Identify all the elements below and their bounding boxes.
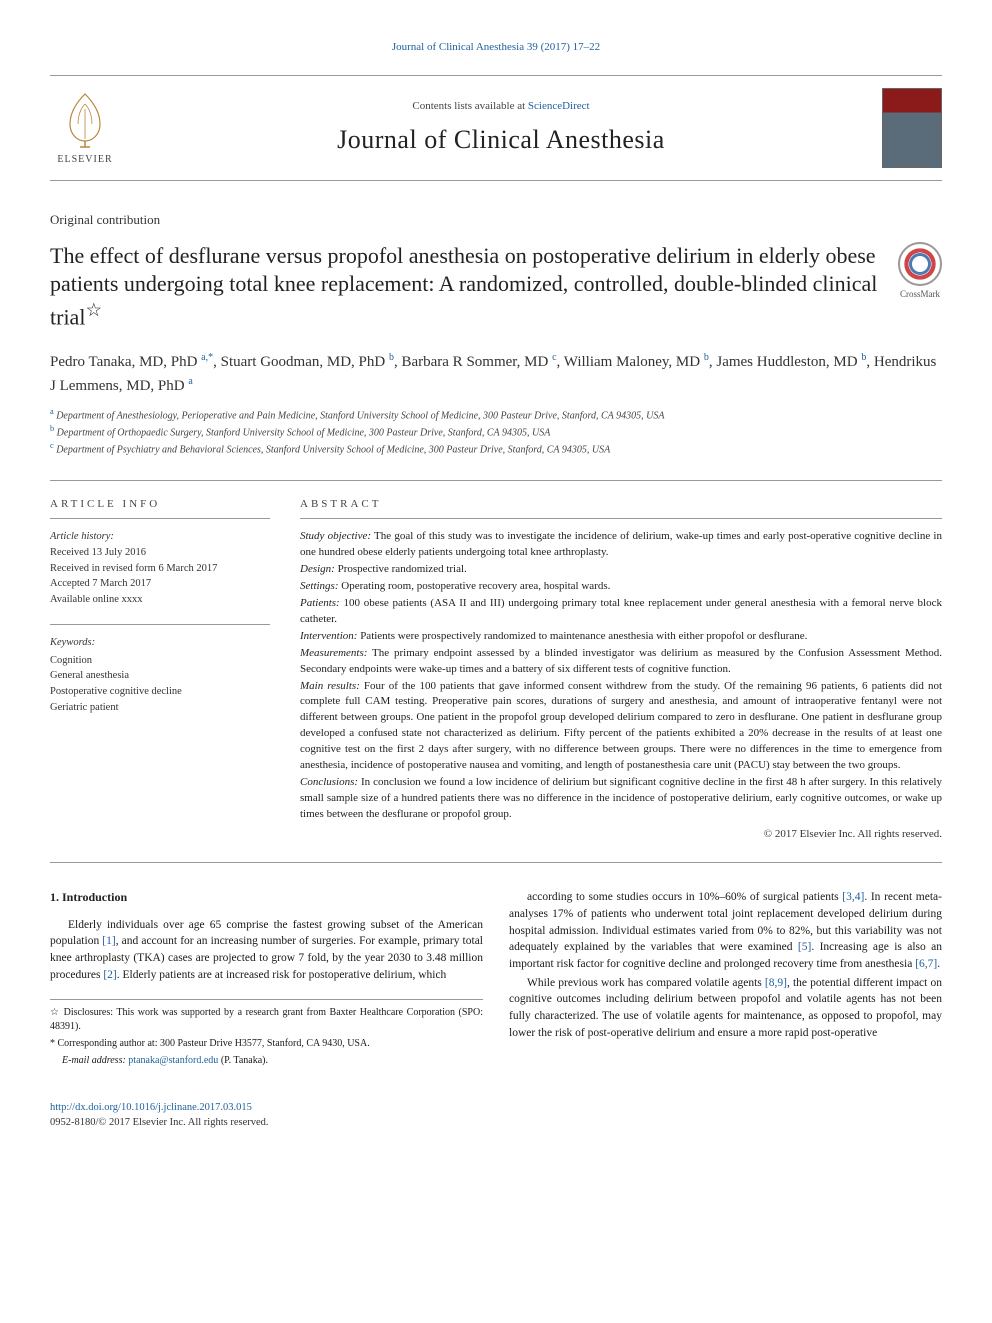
keyword: Cognition: [50, 653, 270, 669]
journal-header: ELSEVIER Contents lists available at Sci…: [50, 75, 942, 181]
abstract-item: Study objective: The goal of this study …: [300, 529, 942, 561]
abstract-label: abstract: [300, 497, 942, 519]
affiliations: a Department of Anesthesiology, Perioper…: [50, 406, 942, 458]
disclosure-footnote: ☆ Disclosures: This work was supported b…: [50, 1006, 483, 1034]
abstract-item: Settings: Operating room, postoperative …: [300, 579, 942, 595]
divider: [50, 862, 942, 863]
journal-center: Contents lists available at ScienceDirec…: [120, 99, 882, 159]
title-text: The effect of desflurane versus propofol…: [50, 243, 877, 330]
sciencedirect-link[interactable]: ScienceDirect: [528, 100, 590, 112]
keyword: Postoperative cognitive decline: [50, 684, 270, 700]
body-text: .: [937, 958, 940, 970]
corresponding-footnote: * Corresponding author at: 300 Pasteur D…: [50, 1037, 483, 1051]
author: Stuart Goodman, MD, PhD b: [221, 354, 394, 370]
contents-line: Contents lists available at ScienceDirec…: [120, 99, 882, 114]
crossmark-icon: [898, 242, 942, 286]
abstract-item: Patients: 100 obese patients (ASA II and…: [300, 596, 942, 628]
article-title: The effect of desflurane versus propofol…: [50, 242, 886, 332]
doi-link[interactable]: http://dx.doi.org/10.1016/j.jclinane.201…: [50, 1102, 252, 1113]
abstract-column: abstract Study objective: The goal of th…: [300, 497, 942, 843]
history-label: Article history:: [50, 529, 270, 545]
received-date: Received 13 July 2016: [50, 545, 270, 561]
ref-link-1[interactable]: [1]: [102, 935, 115, 947]
revised-date: Received in revised form 6 March 2017: [50, 561, 270, 577]
online-date: Available online xxxx: [50, 592, 270, 608]
keywords-label: Keywords:: [50, 635, 270, 651]
intro-p1: Elderly individuals over age 65 comprise…: [50, 917, 483, 984]
ref-link-5[interactable]: [5]: [798, 941, 811, 953]
author: Barbara R Sommer, MD c: [401, 354, 556, 370]
abstract-item: Intervention: Patients were prospectivel…: [300, 629, 942, 645]
article-info-label: article info: [50, 497, 270, 519]
affiliation: a Department of Anesthesiology, Perioper…: [50, 406, 942, 423]
journal-name: Journal of Clinical Anesthesia: [120, 122, 882, 158]
affiliation: c Department of Psychiatry and Behaviora…: [50, 440, 942, 457]
intro-p2: according to some studies occurs in 10%–…: [509, 889, 942, 972]
affiliation: b Department of Orthopaedic Surgery, Sta…: [50, 423, 942, 440]
issn-copyright: 0952-8180/© 2017 Elsevier Inc. All right…: [50, 1117, 269, 1128]
abstract-item: Main results: Four of the 100 patients t…: [300, 679, 942, 775]
crossmark-label: CrossMark: [900, 288, 940, 301]
contents-text: Contents lists available at: [412, 100, 527, 112]
intro-p3: While previous work has compared volatil…: [509, 975, 942, 1042]
keyword: Geriatric patient: [50, 700, 270, 716]
accepted-date: Accepted 7 March 2017: [50, 576, 270, 592]
ref-link-67[interactable]: [6,7]: [915, 958, 937, 970]
crossmark-badge[interactable]: CrossMark: [898, 242, 942, 301]
email-link[interactable]: ptanaka@stanford.edu: [128, 1055, 218, 1066]
keywords-list: CognitionGeneral anesthesiaPostoperative…: [50, 653, 270, 716]
elsevier-text: ELSEVIER: [57, 153, 112, 167]
keyword: General anesthesia: [50, 668, 270, 684]
authors-list: Pedro Tanaka, MD, PhD a,*, Stuart Goodma…: [50, 350, 942, 398]
copyright: © 2017 Elsevier Inc. All rights reserved…: [300, 827, 942, 842]
citation-link[interactable]: Journal of Clinical Anesthesia 39 (2017)…: [392, 41, 600, 53]
author: Pedro Tanaka, MD, PhD a,*: [50, 354, 213, 370]
author: James Huddleston, MD b: [716, 354, 866, 370]
ref-link-34[interactable]: [3,4]: [842, 891, 864, 903]
article-info-column: article info Article history: Received 1…: [50, 497, 270, 843]
citation-header: Journal of Clinical Anesthesia 39 (2017)…: [50, 40, 942, 55]
body-text: While previous work has compared volatil…: [527, 977, 765, 989]
footnote-block: ☆ Disclosures: This work was supported b…: [50, 999, 483, 1068]
body-text: . Elderly patients are at increased risk…: [117, 969, 447, 981]
article-type: Original contribution: [50, 211, 942, 229]
journal-cover-thumbnail: [882, 88, 942, 168]
elsevier-tree-icon: [60, 89, 110, 149]
email-footnote: E-mail address: ptanaka@stanford.edu (P.…: [50, 1054, 483, 1068]
ref-link-2[interactable]: [2]: [103, 969, 116, 981]
body-text: according to some studies occurs in 10%–…: [527, 891, 842, 903]
ref-link-89[interactable]: [8,9]: [765, 977, 787, 989]
title-footnote-marker: ☆: [85, 300, 101, 320]
abstract-item: Conclusions: In conclusion we found a lo…: [300, 775, 942, 823]
abstract-text: Study objective: The goal of this study …: [300, 529, 942, 823]
abstract-item: Measurements: The primary endpoint asses…: [300, 646, 942, 678]
intro-heading: 1. Introduction: [50, 889, 483, 906]
abstract-item: Design: Prospective randomized trial.: [300, 562, 942, 578]
author: William Maloney, MD b: [564, 354, 709, 370]
elsevier-logo: ELSEVIER: [50, 89, 120, 167]
page-footer: http://dx.doi.org/10.1016/j.jclinane.201…: [50, 1101, 942, 1130]
body-section: 1. Introduction Elderly individuals over…: [50, 889, 942, 1071]
